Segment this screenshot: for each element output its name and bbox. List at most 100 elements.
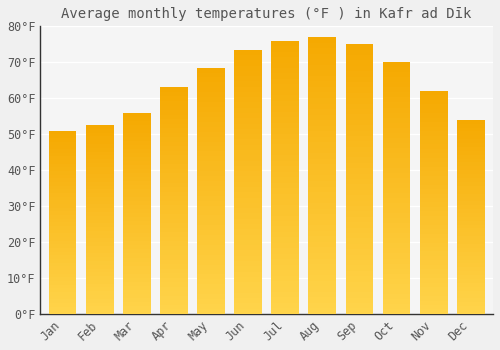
Bar xyxy=(308,286,336,292)
Bar xyxy=(234,261,262,266)
Bar xyxy=(234,50,262,55)
Bar xyxy=(272,155,299,161)
Bar xyxy=(308,292,336,297)
Bar xyxy=(457,260,484,264)
Bar xyxy=(457,306,484,310)
Bar xyxy=(308,43,336,48)
Bar xyxy=(197,166,225,171)
Bar xyxy=(457,225,484,229)
Bar xyxy=(272,84,299,90)
Bar xyxy=(272,128,299,134)
Bar xyxy=(346,298,374,303)
Bar xyxy=(197,245,225,250)
Bar xyxy=(346,308,374,314)
Bar xyxy=(272,259,299,265)
Bar xyxy=(86,227,114,231)
Bar xyxy=(160,291,188,296)
Bar xyxy=(86,170,114,174)
Bar xyxy=(86,231,114,234)
Bar xyxy=(420,153,448,158)
Bar xyxy=(346,217,374,222)
Bar xyxy=(346,44,374,50)
Bar xyxy=(457,217,484,221)
Bar xyxy=(457,194,484,197)
Bar xyxy=(234,140,262,145)
Bar xyxy=(160,196,188,201)
Bar xyxy=(86,216,114,219)
Bar xyxy=(48,237,76,240)
Bar xyxy=(197,230,225,235)
Bar xyxy=(160,164,188,169)
Bar xyxy=(382,88,410,92)
Bar xyxy=(86,291,114,295)
Bar xyxy=(382,118,410,122)
Bar xyxy=(48,211,76,215)
Bar xyxy=(48,259,76,262)
Bar xyxy=(346,158,374,163)
Bar xyxy=(123,294,150,298)
Bar xyxy=(346,174,374,179)
Bar xyxy=(308,259,336,264)
Bar xyxy=(197,260,225,265)
Bar xyxy=(197,304,225,309)
Bar xyxy=(272,57,299,63)
Bar xyxy=(197,87,225,92)
Bar xyxy=(86,136,114,140)
Bar xyxy=(272,205,299,210)
Bar xyxy=(382,248,410,253)
Bar xyxy=(420,243,448,247)
Bar xyxy=(234,309,262,314)
Bar xyxy=(420,127,448,131)
Bar xyxy=(382,238,410,243)
Bar xyxy=(86,186,114,189)
Bar xyxy=(272,221,299,226)
Bar xyxy=(160,110,188,114)
Bar xyxy=(457,221,484,225)
Bar xyxy=(123,141,150,145)
Bar xyxy=(382,178,410,183)
Bar xyxy=(308,98,336,104)
Bar xyxy=(308,131,336,137)
Bar xyxy=(160,309,188,314)
Bar xyxy=(160,260,188,264)
Bar xyxy=(457,287,484,290)
Bar xyxy=(420,96,448,100)
Bar xyxy=(234,150,262,155)
Bar xyxy=(234,272,262,277)
Bar xyxy=(86,276,114,280)
Bar xyxy=(382,107,410,113)
Bar xyxy=(420,301,448,305)
Bar xyxy=(48,266,76,270)
Bar xyxy=(457,271,484,275)
Bar xyxy=(346,50,374,55)
Bar xyxy=(123,229,150,233)
Bar xyxy=(123,213,150,217)
Bar xyxy=(48,189,76,193)
Bar xyxy=(160,182,188,187)
Bar xyxy=(234,182,262,187)
Bar xyxy=(382,173,410,178)
Bar xyxy=(382,97,410,103)
Bar xyxy=(86,144,114,148)
Bar xyxy=(160,128,188,133)
Bar xyxy=(123,185,150,189)
Bar xyxy=(160,101,188,105)
Bar xyxy=(123,205,150,209)
Bar xyxy=(346,114,374,120)
Bar xyxy=(160,296,188,300)
Bar xyxy=(160,237,188,241)
Bar xyxy=(346,71,374,77)
Bar xyxy=(123,290,150,294)
Bar xyxy=(123,298,150,302)
Bar xyxy=(457,120,484,124)
Bar xyxy=(160,137,188,142)
Bar xyxy=(123,125,150,129)
Bar xyxy=(86,223,114,227)
Bar xyxy=(420,265,448,269)
Bar xyxy=(160,210,188,214)
Bar xyxy=(272,90,299,95)
Bar xyxy=(197,68,225,72)
Bar xyxy=(272,216,299,221)
Bar xyxy=(197,210,225,215)
Bar xyxy=(160,105,188,110)
